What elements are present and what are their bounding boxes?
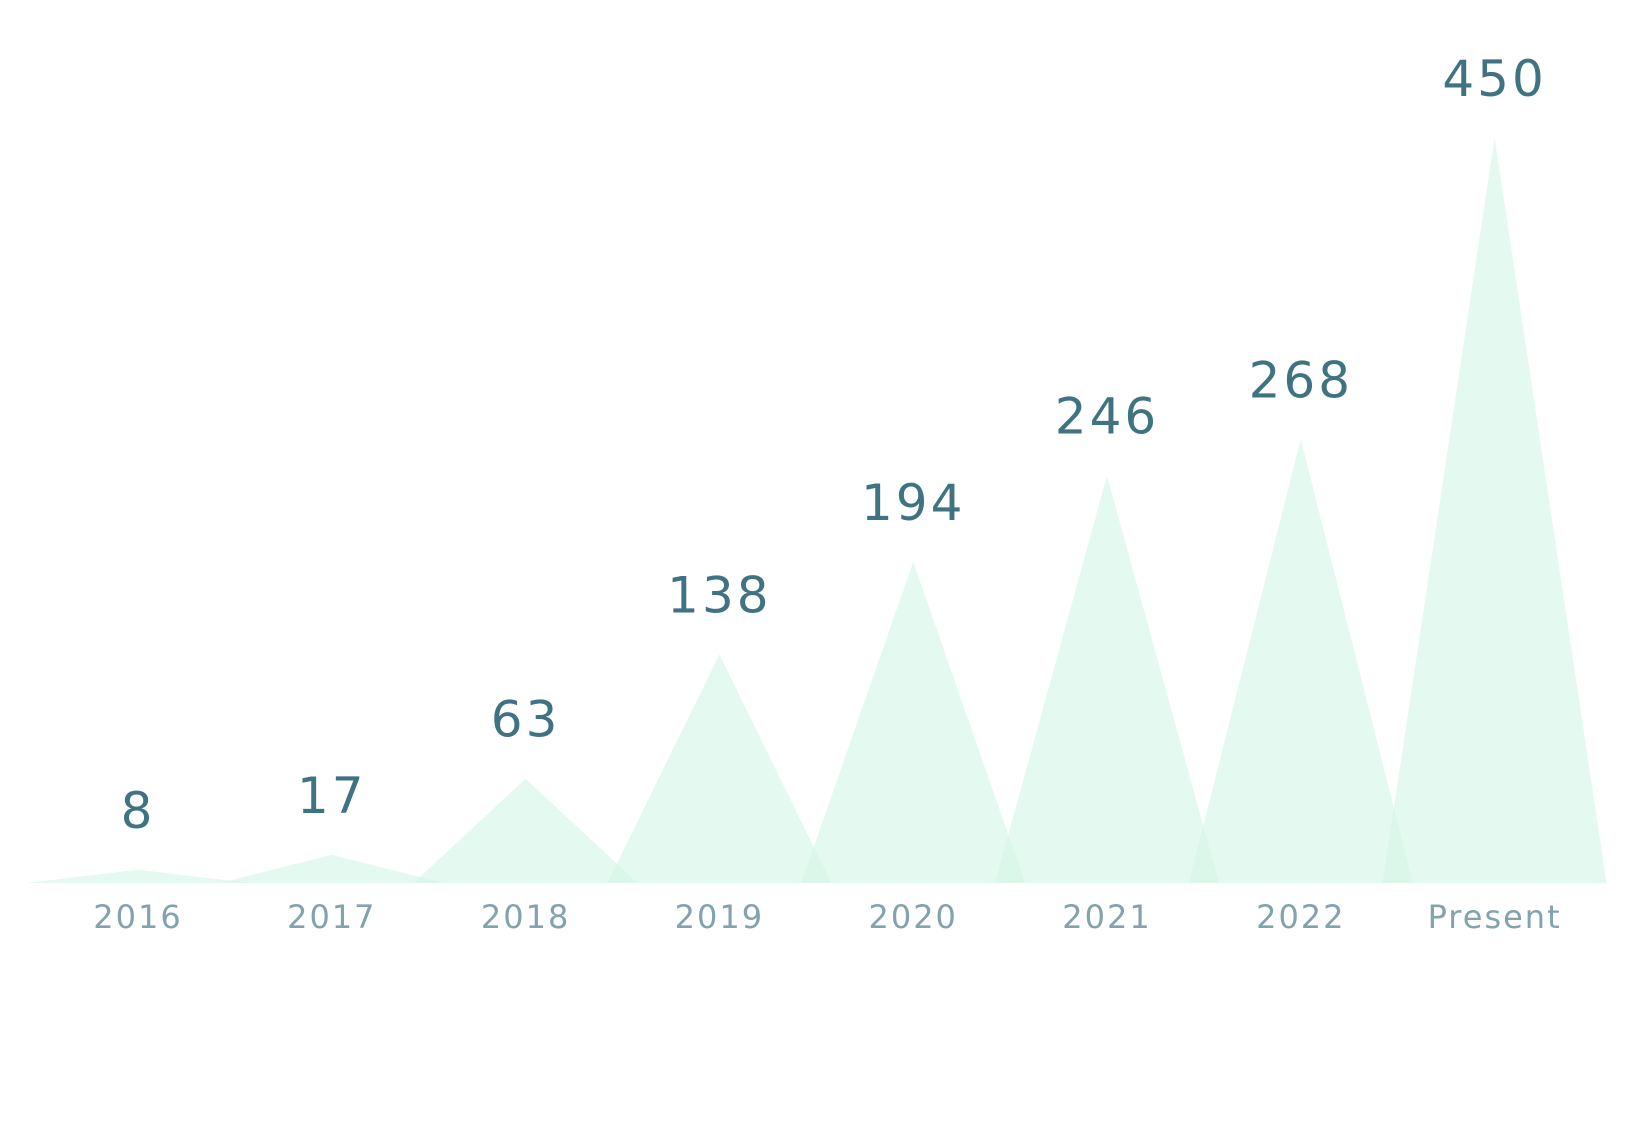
peak-2021 bbox=[995, 475, 1219, 883]
value-label-present: 450 bbox=[1442, 50, 1546, 108]
category-label-layer: 2016 2017 2018 2019 2020 2021 2022 Present bbox=[93, 898, 1562, 936]
value-label-2016: 8 bbox=[121, 782, 156, 840]
category-label-2020: 2020 bbox=[868, 898, 957, 936]
category-label-2016: 2016 bbox=[93, 898, 182, 936]
peak-layer bbox=[26, 138, 1607, 883]
value-label-2018: 63 bbox=[491, 691, 561, 749]
peak-2016 bbox=[26, 869, 250, 883]
value-label-2017: 17 bbox=[297, 767, 367, 825]
value-label-layer: 8 17 63 138 194 246 268 450 bbox=[121, 50, 1546, 840]
category-label-2021: 2021 bbox=[1062, 898, 1151, 936]
peak-2018 bbox=[413, 778, 638, 883]
value-label-2021: 246 bbox=[1055, 388, 1159, 446]
category-label-2022: 2022 bbox=[1256, 898, 1345, 936]
category-label-2019: 2019 bbox=[675, 898, 764, 936]
peak-2017 bbox=[219, 854, 444, 883]
category-label-2017: 2017 bbox=[287, 898, 376, 936]
value-label-2020: 194 bbox=[861, 474, 965, 532]
value-label-2022: 268 bbox=[1249, 351, 1353, 409]
category-label-present: Present bbox=[1428, 898, 1562, 936]
value-label-2019: 138 bbox=[667, 567, 771, 625]
category-label-2018: 2018 bbox=[481, 898, 570, 936]
peak-2022 bbox=[1188, 439, 1413, 883]
peak-2019 bbox=[607, 654, 832, 883]
peak-present bbox=[1382, 138, 1607, 883]
peak-2020 bbox=[801, 561, 1026, 883]
